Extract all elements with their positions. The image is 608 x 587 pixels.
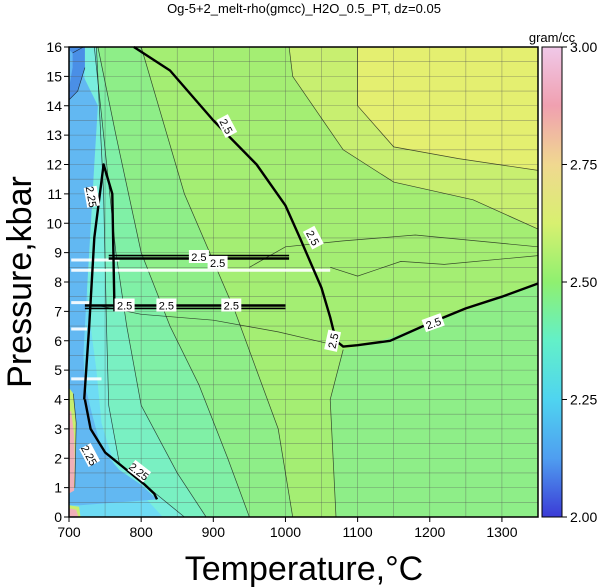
y-tick-label: 14 bbox=[46, 98, 62, 114]
thin-contour-lines bbox=[68, 46, 539, 518]
y-tick-label: 9 bbox=[54, 245, 62, 261]
contour-label-group: 2.5 bbox=[188, 250, 209, 264]
x-tick-label: 1200 bbox=[414, 524, 445, 540]
y-tick-label: 0 bbox=[54, 509, 62, 525]
contour-label-background bbox=[79, 443, 101, 467]
contour-line-thin bbox=[96, 46, 185, 518]
colorbar-tick-label: 2.50 bbox=[570, 274, 597, 290]
contour-label: 2.5 bbox=[327, 332, 342, 349]
contour-label-background bbox=[188, 250, 209, 263]
colorbar-tick-label: 3.00 bbox=[570, 39, 597, 55]
x-axis-ticks: 700 800 900 1000 1100 1200 1300 bbox=[57, 517, 518, 540]
contour-label-background bbox=[156, 298, 177, 312]
y-tick-label: 3 bbox=[54, 421, 62, 437]
y-tick-label: 12 bbox=[46, 157, 62, 173]
fill-region-rho-2-20 bbox=[69, 47, 157, 506]
contour-line-thin bbox=[329, 349, 344, 518]
contour-label: 2.5 bbox=[159, 301, 174, 313]
y-tick-label: 1 bbox=[54, 480, 62, 496]
x-tick-label: 900 bbox=[202, 524, 226, 540]
x-tick-label: 800 bbox=[129, 524, 153, 540]
contour-line-thin bbox=[68, 67, 86, 101]
fill-region-rho-3-00 bbox=[69, 508, 79, 517]
y-tick-label: 11 bbox=[47, 186, 62, 202]
fill-region-rho-2-20 bbox=[69, 49, 73, 89]
y-axis-title: Pressure,kbar bbox=[1, 176, 39, 388]
y-tick-label: 7 bbox=[54, 303, 62, 319]
y-tick-label: 16 bbox=[46, 39, 62, 55]
y-tick-label: 4 bbox=[54, 392, 62, 408]
contour-line-thin bbox=[93, 46, 207, 518]
y-tick-label: 6 bbox=[54, 333, 62, 349]
x-tick-label: 1100 bbox=[343, 524, 373, 540]
y-tick-label: 8 bbox=[54, 274, 62, 290]
y-tick-label: 13 bbox=[46, 127, 62, 143]
contour-label-background bbox=[114, 298, 135, 312]
contour-label-background bbox=[302, 225, 324, 250]
contour-labels: 2.52.52.5 2.52.5 2.5 2.52.52.52.252.252.25 bbox=[78, 114, 445, 484]
y-tick-label: 10 bbox=[46, 215, 62, 231]
colorbar-tick-label: 2.25 bbox=[570, 392, 597, 408]
y-tick-label: 5 bbox=[54, 362, 62, 378]
contour-label-background bbox=[421, 313, 445, 333]
contour-label: 2.5 bbox=[224, 301, 239, 313]
y-tick-label: 2 bbox=[54, 450, 62, 466]
colorbar-ticks: 2.00 2.25 2.50 2.75 3.00 bbox=[562, 39, 597, 525]
y-tick-label: 15 bbox=[46, 68, 62, 84]
fill-region-rho-2-15 bbox=[69, 47, 85, 100]
contour-label-background bbox=[83, 185, 101, 208]
contour-label: 2.5 bbox=[117, 301, 132, 313]
contour-label: 2.25 bbox=[83, 185, 99, 208]
contour-label-background bbox=[221, 298, 242, 312]
contour-line-thin bbox=[97, 46, 250, 518]
x-axis-title: Temperature,°C bbox=[185, 550, 423, 587]
colorbar: 2.00 2.25 2.50 2.75 3.00 bbox=[541, 39, 597, 525]
contour-label: 2.5 bbox=[191, 252, 206, 264]
contour-label: 2.5 bbox=[425, 316, 443, 333]
colorbar-tick-label: 2.75 bbox=[570, 157, 597, 173]
x-tick-label: 1300 bbox=[486, 524, 517, 540]
colorbar-tick-label: 2.00 bbox=[570, 509, 597, 525]
contour-line-thin bbox=[72, 393, 77, 488]
contour-label-background bbox=[127, 459, 152, 483]
contour-label-group: 2.5 bbox=[324, 329, 342, 352]
colorbar-unit-label: gram/cc bbox=[529, 30, 576, 45]
contour-label-group: 2.5 bbox=[207, 255, 228, 270]
chart-title: Og-5+2_melt-rho(gmcc)_H2O_0.5_PT, dz=0.0… bbox=[167, 1, 441, 16]
grid-lines bbox=[68, 46, 539, 518]
contour-line-thin bbox=[288, 46, 539, 230]
contour-2.25-bottom bbox=[83, 399, 159, 500]
fill-region-rho-2-45 bbox=[69, 284, 538, 517]
contour-label-group: 2.25 bbox=[83, 185, 101, 209]
contour-label: 2.5 bbox=[210, 258, 225, 270]
contour-line-thin bbox=[249, 234, 539, 268]
contour-label-background bbox=[324, 329, 342, 352]
x-tick-label: 700 bbox=[57, 524, 81, 540]
x-tick-label: 1000 bbox=[270, 524, 301, 540]
plot-area: 2.52.52.5 2.52.5 2.5 2.52.52.52.252.252.25 bbox=[68, 45, 539, 518]
contour-2.5-main bbox=[133, 45, 539, 348]
contour-label-background bbox=[207, 255, 228, 269]
contour-label-group: 2.5 bbox=[114, 298, 135, 313]
colorbar-gradient bbox=[541, 46, 563, 518]
fill-region-rho-2-60 bbox=[357, 47, 538, 171]
contour-label-group: 2.5 bbox=[421, 313, 445, 333]
contour-line-thin bbox=[330, 255, 539, 277]
contour-label-group: 2.5 bbox=[156, 298, 177, 313]
contour-line-thin bbox=[72, 46, 84, 54]
contour-label-group: 2.5 bbox=[221, 298, 242, 313]
contour-label-background bbox=[216, 114, 238, 138]
contour-line-thin bbox=[357, 47, 539, 171]
